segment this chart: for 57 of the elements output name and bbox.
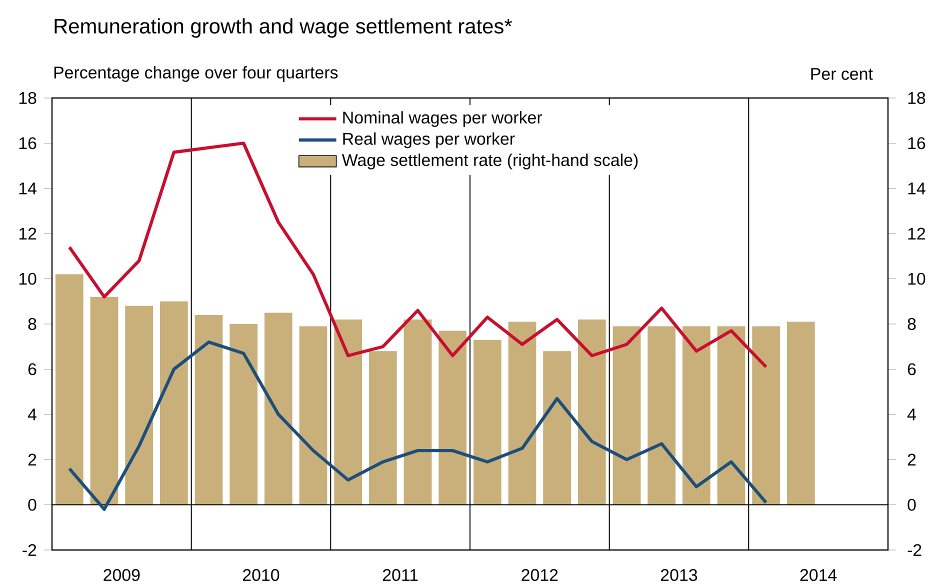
bar <box>194 314 223 505</box>
bar <box>752 326 780 505</box>
bar <box>508 322 536 505</box>
x-tick-label: 2011 <box>382 569 418 582</box>
legend-label: Wage settlement rate (right-hand scale) <box>342 154 638 170</box>
bar <box>230 324 258 505</box>
y2-tick-label: 0 <box>908 498 916 511</box>
y-tick-label: 12 <box>19 228 36 240</box>
bar <box>368 351 397 505</box>
bar <box>543 351 572 505</box>
y2-tick-label: 6 <box>908 363 916 376</box>
bar <box>264 312 292 505</box>
bar <box>55 274 84 505</box>
y2-tick-label: 14 <box>908 182 926 194</box>
bar <box>404 319 432 505</box>
y-tick-label: 4 <box>28 408 36 420</box>
legend-label: Real wages per worker <box>343 132 515 148</box>
y-tick-label: 0 <box>28 498 36 511</box>
bar <box>578 319 606 505</box>
y-tick-label: -2 <box>22 544 36 556</box>
bar <box>717 326 746 505</box>
bar <box>125 306 154 505</box>
bar <box>160 301 188 505</box>
y-axis-title: Percentage change over four quarters <box>54 66 338 82</box>
y2-tick-label: 8 <box>908 318 916 330</box>
y2-tick-label: 2 <box>908 454 916 466</box>
y-tick-label: 10 <box>19 272 36 285</box>
bar <box>612 326 641 505</box>
y2-tick-label: 4 <box>907 408 916 420</box>
x-tick-label: 2014 <box>800 569 837 582</box>
bar <box>90 296 118 505</box>
y-tick-label: 18 <box>19 92 36 104</box>
legend-label: Nominal wages per worker <box>343 111 542 127</box>
y2-tick-label: 18 <box>908 92 926 104</box>
x-tick-label: 2013 <box>660 569 698 582</box>
bar <box>473 340 502 505</box>
y2-axis-title: Per cent <box>811 68 873 80</box>
bar <box>334 319 362 505</box>
chart-title: Remuneration growth and wage settlement rates* <box>54 18 512 38</box>
y-tick-label: 14 <box>19 182 36 194</box>
bar <box>648 326 676 505</box>
x-tick-label: 2010 <box>243 569 280 582</box>
y2-tick-label: 12 <box>908 228 926 240</box>
y-tick-label: 6 <box>28 363 36 376</box>
y2-tick-label: 16 <box>908 137 926 150</box>
y-tick-label: 16 <box>19 137 36 150</box>
y2-tick-label: 10 <box>908 272 926 285</box>
bar <box>438 330 467 505</box>
bar <box>682 326 710 505</box>
x-tick-label: 2009 <box>104 569 140 582</box>
line-series <box>68 340 768 511</box>
y2-tick-label: -2 <box>908 544 922 556</box>
y-tick-label: 8 <box>28 318 36 330</box>
y-tick-label: 2 <box>28 454 36 466</box>
x-tick-label: 2012 <box>522 569 558 582</box>
bar <box>786 322 815 505</box>
bar <box>299 326 328 505</box>
